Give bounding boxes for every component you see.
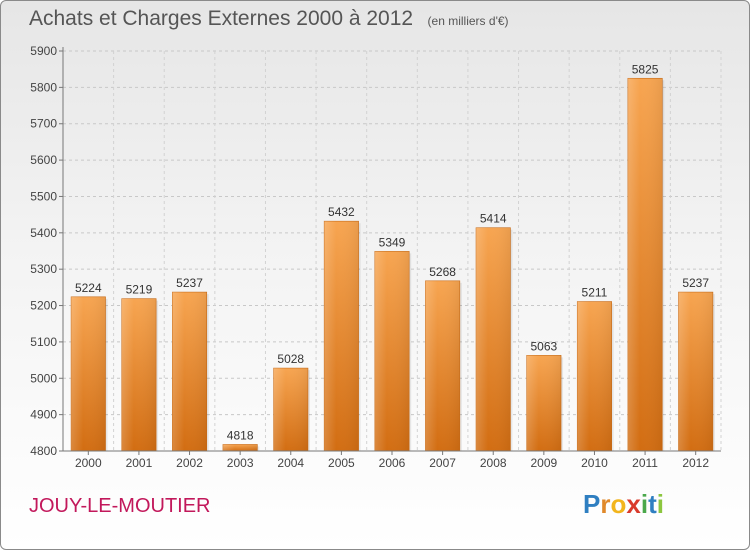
chart-title: Achats et Charges Externes 2000 à 2012 <box>29 7 414 30</box>
y-tick-label: 5900 <box>30 44 57 58</box>
logo-letter: t <box>648 489 657 519</box>
chart-unit: (en milliers d'€) <box>427 14 509 28</box>
y-tick-label: 5400 <box>30 226 57 240</box>
x-tick-label: 2002 <box>176 456 203 470</box>
bar-highlight <box>71 296 106 451</box>
x-tick-label: 2008 <box>480 456 507 470</box>
x-tick-label: 2011 <box>632 456 658 470</box>
x-tick-label: 2007 <box>429 456 456 470</box>
logo-letter: x <box>626 489 641 519</box>
bar-value-label: 5028 <box>277 352 304 366</box>
bar-highlight <box>425 280 460 451</box>
x-tick-label: 2000 <box>75 456 102 470</box>
y-tick-label: 4800 <box>30 444 57 458</box>
x-tick-label: 2012 <box>682 456 709 470</box>
label-layer: 5224 5219 5237 4818 5028 5432 5349 5268 5414 5063… <box>75 62 709 442</box>
bar-value-label: 4818 <box>227 428 254 442</box>
y-tick-label: 4900 <box>30 408 57 422</box>
bar-highlight <box>476 227 511 451</box>
y-tick-label: 5700 <box>30 117 57 131</box>
bar-value-label: 5237 <box>176 276 203 290</box>
logo-letter: o <box>610 489 627 519</box>
bar-value-label: 5219 <box>126 283 153 297</box>
x-tick-label: 2006 <box>379 456 406 470</box>
bar-value-label: 5414 <box>480 212 507 226</box>
bar-highlight <box>678 292 713 451</box>
bar-highlight <box>577 301 612 451</box>
commune-name: JOUY-LE-MOUTIER <box>29 495 211 517</box>
x-tick-label: 2009 <box>530 456 557 470</box>
x-tick-label: 2010 <box>581 456 608 470</box>
bar-highlight <box>121 298 157 451</box>
bar-highlight <box>324 221 359 451</box>
y-tick-label: 5000 <box>30 371 57 385</box>
proxiti-logo[interactable]: Proxiti <box>583 489 664 520</box>
bar-value-label: 5268 <box>429 265 456 279</box>
y-tick-label: 5100 <box>30 335 57 349</box>
bar-value-label: 5211 <box>582 286 608 300</box>
title-block: Achats et Charges Externes 2000 à 2012 (… <box>29 7 509 31</box>
bar-value-label: 5825 <box>632 62 659 76</box>
axis-layer: 4800 4900 5000 5100 5200 5300 5400 5500 5600 5700… <box>30 44 721 470</box>
logo-letter: i <box>656 489 664 519</box>
bar-highlight <box>627 78 663 451</box>
bar-highlight <box>374 251 410 451</box>
bar-value-label: 5224 <box>75 281 102 295</box>
bar-value-label: 5237 <box>682 276 709 290</box>
bar-layer <box>70 77 715 452</box>
x-tick-label: 2001 <box>126 456 153 470</box>
logo-letter: P <box>583 489 601 519</box>
bar-highlight <box>222 444 258 451</box>
x-tick-label: 2004 <box>277 456 304 470</box>
bar-highlight <box>526 355 562 451</box>
bar-value-label: 5432 <box>328 205 355 219</box>
x-tick-label: 2003 <box>227 456 254 470</box>
y-tick-label: 5800 <box>30 80 57 94</box>
x-tick-label: 2005 <box>328 456 355 470</box>
y-tick-label: 5500 <box>30 189 57 203</box>
logo-letter: i <box>640 489 649 519</box>
y-tick-label: 5300 <box>30 262 57 276</box>
bar-value-label: 5349 <box>379 235 406 249</box>
bar-highlight <box>172 292 207 451</box>
y-tick-label: 5200 <box>30 299 57 313</box>
bar-highlight <box>273 368 308 451</box>
logo-letter: r <box>600 489 611 519</box>
bar-value-label: 5063 <box>530 339 557 353</box>
y-tick-label: 5600 <box>30 153 57 167</box>
